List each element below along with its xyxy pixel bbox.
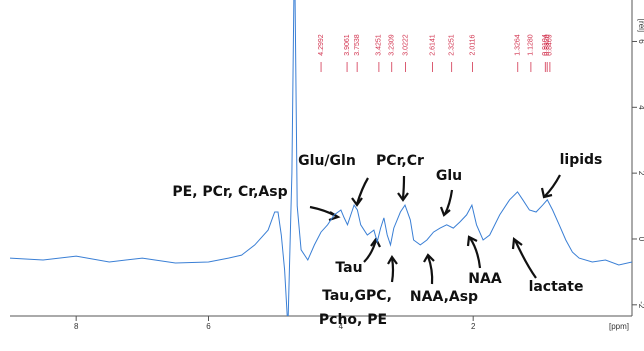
y-tick-label: 2 [637, 171, 644, 176]
peak-label: 1.3264 [515, 34, 522, 56]
peak-label: 3.9061 [344, 34, 351, 56]
peak-label: 0.8820 [544, 34, 551, 56]
spectrum-line [10, 0, 632, 316]
annotation: Glu/Gln [298, 153, 356, 169]
y-tick-label: 0 [637, 237, 644, 242]
annotation: PCr,Cr [376, 153, 424, 169]
annotation: Tau,GPC, [322, 288, 392, 304]
peak-label: 3.7538 [354, 34, 361, 56]
peak-label: 3.0222 [402, 34, 409, 56]
annotation: lactate [529, 279, 584, 295]
x-tick-label: 8 [74, 322, 79, 331]
annotation: Pcho, PE [319, 312, 387, 328]
annotation: Glu [436, 168, 462, 184]
peak-label: 2.0116 [469, 34, 476, 55]
plot-area [10, 0, 632, 316]
annotation: NAA [468, 271, 502, 287]
x-tick-label: 4 [339, 322, 344, 331]
annotation: NAA,Asp [410, 289, 478, 305]
y-tick-label: -2 [637, 301, 644, 309]
annotation: PE, PCr, Cr,Asp [172, 184, 287, 200]
y-tick-label: 6 [637, 39, 644, 44]
peak-label: 0.9104 [542, 34, 549, 56]
peak-label: 0.8409 [547, 34, 554, 56]
x-tick-label: 6 [206, 322, 211, 331]
x-axis-label: [ppm] [609, 322, 629, 331]
peak-label: 3.4251 [376, 34, 383, 56]
arrows [309, 174, 561, 285]
annotation: lipids [560, 152, 603, 168]
y-axis-label: [rel] [637, 19, 644, 32]
annotation: Tau [335, 260, 362, 276]
peak-label: 2.6141 [429, 34, 436, 56]
peak-label: 1.1280 [528, 34, 535, 56]
y-tick-label: 4 [637, 105, 644, 110]
x-tick-label: 2 [471, 322, 476, 331]
peak-label: 3.2309 [389, 34, 396, 56]
peak-label: 4.2992 [318, 34, 325, 56]
peak-label: 2.3251 [449, 34, 456, 56]
